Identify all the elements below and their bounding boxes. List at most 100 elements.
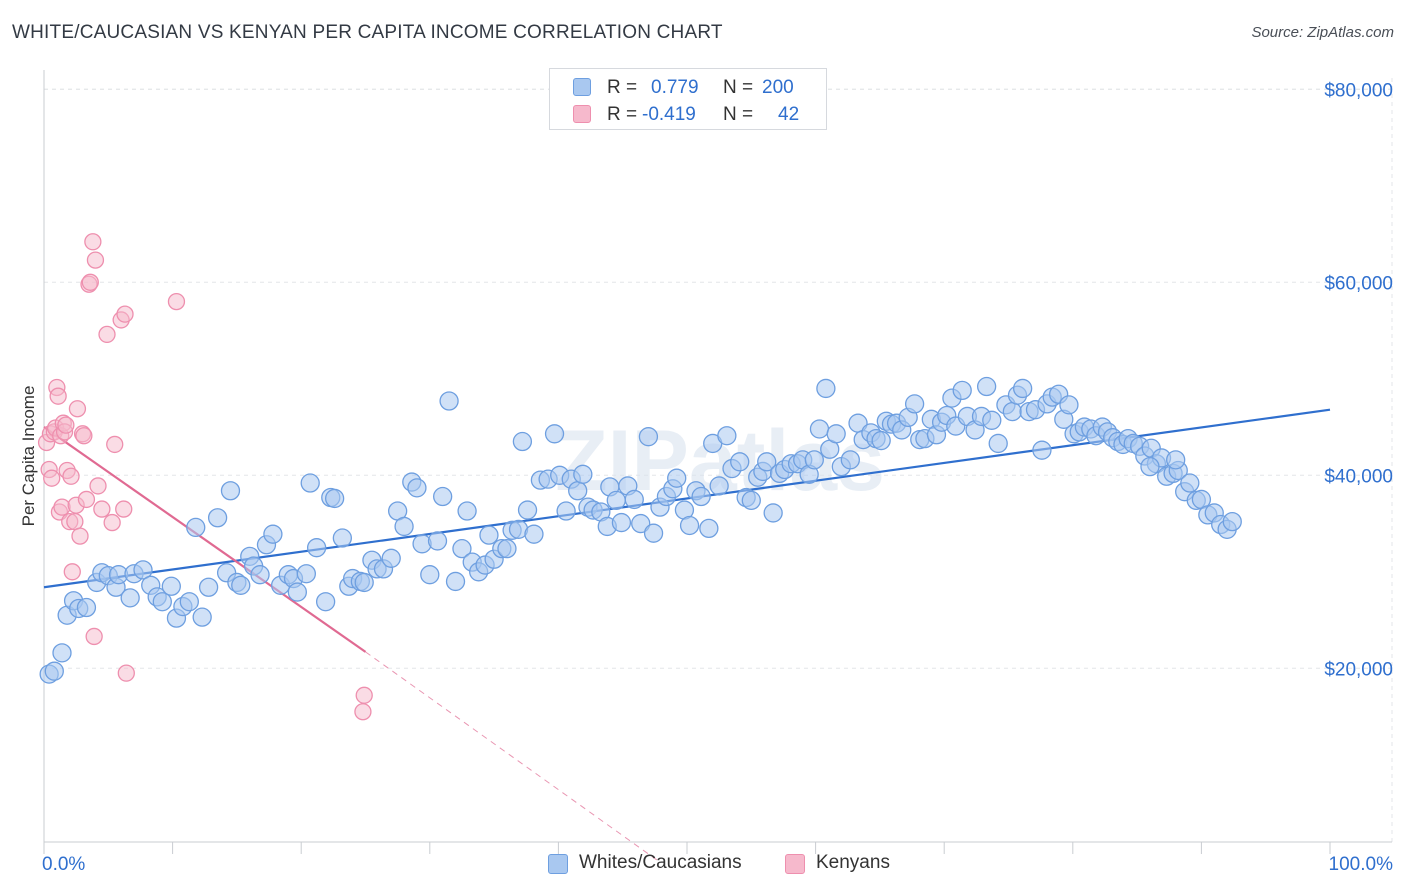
whites-swatch — [573, 78, 591, 96]
source-note: Source: ZipAtlas.com — [1251, 24, 1394, 41]
legend-label: Kenyans — [816, 852, 890, 873]
data-point-whites — [120, 588, 140, 608]
data-point-whites — [611, 512, 632, 533]
data-point-whites — [573, 464, 593, 484]
data-point-whites — [952, 380, 972, 401]
data-point-kenyans — [62, 467, 80, 485]
data-point-whites — [904, 394, 925, 414]
data-point-kenyans — [71, 527, 89, 545]
data-point-whites — [407, 478, 427, 498]
y-axis-title: Per Capita Income — [19, 386, 38, 527]
data-point-whites — [624, 489, 644, 510]
data-point-whites — [606, 490, 626, 511]
series-whites-points — [39, 376, 1242, 684]
data-point-whites — [479, 525, 499, 545]
data-point-kenyans — [68, 400, 87, 418]
x-tick-label: 0.0% — [42, 854, 85, 875]
data-point-whites — [300, 473, 320, 493]
y-tick-label: $80,000 — [1324, 80, 1393, 101]
data-point-kenyans — [43, 469, 61, 487]
data-point-whites — [512, 431, 533, 452]
data-point-whites — [1032, 440, 1052, 460]
data-point-whites — [420, 565, 440, 585]
data-point-whites — [638, 427, 659, 447]
correlation-legend: R = 0.779 N = 200 R = -0.419 N = 42 — [549, 68, 827, 130]
y-tick-label: $60,000 — [1324, 273, 1393, 294]
data-point-kenyans — [85, 627, 103, 646]
data-point-whites — [296, 564, 316, 584]
data-point-whites — [287, 582, 307, 602]
r-label: R = — [607, 104, 638, 125]
data-point-whites — [315, 592, 336, 612]
data-point-whites — [871, 430, 891, 451]
data-point-whites — [263, 524, 283, 544]
data-point-whites — [152, 592, 172, 612]
legend-label: Whites/Caucasians — [579, 852, 742, 873]
data-point-whites — [556, 501, 576, 521]
data-point-whites — [517, 500, 538, 520]
data-point-whites — [179, 592, 199, 612]
data-point-whites — [497, 538, 517, 559]
tick-labels: $20,000 $40,000 $60,000 $80,000 0.0% 100.0% Pe… — [19, 80, 1393, 875]
x-tick-label: 100.0% — [1329, 854, 1394, 875]
legend-row-kenyans: R = -0.419 N = 42 — [550, 101, 826, 127]
data-point-whites — [1059, 395, 1079, 415]
data-point-whites — [1140, 456, 1160, 477]
axes — [43, 70, 1392, 854]
data-point-kenyans — [75, 427, 93, 445]
data-point-kenyans — [77, 490, 96, 509]
data-point-whites — [1166, 450, 1186, 470]
data-point-whites — [976, 376, 997, 397]
data-point-whites — [826, 424, 846, 444]
data-point-kenyans — [89, 477, 107, 495]
data-point-whites — [192, 607, 212, 627]
data-point-kenyans — [66, 512, 84, 531]
kenyans-swatch — [573, 105, 591, 123]
data-point-whites — [982, 410, 1002, 430]
data-point-whites — [207, 508, 228, 528]
data-point-whites — [568, 481, 588, 501]
data-point-whites — [439, 391, 459, 411]
data-point-kenyans — [167, 292, 186, 311]
data-point-whites — [332, 528, 353, 548]
data-point-whites — [631, 513, 651, 534]
data-point-whites — [394, 516, 414, 537]
series-kenyans-points — [37, 233, 373, 721]
data-point-whites — [133, 560, 153, 580]
whites-swatch — [548, 854, 568, 874]
r-value: 0.779 — [651, 77, 699, 98]
y-tick-label: $40,000 — [1324, 466, 1393, 487]
data-point-kenyans — [354, 703, 372, 721]
data-point-whites — [354, 572, 374, 593]
data-point-whites — [730, 452, 750, 472]
chart-title: WHITE/CAUCASIAN VS KENYAN PER CAPITA INC… — [12, 22, 723, 43]
data-point-kenyans — [86, 251, 105, 269]
data-point-whites — [840, 450, 860, 470]
data-point-kenyans — [116, 305, 134, 323]
data-point-whites — [643, 523, 664, 543]
data-point-kenyans — [84, 233, 102, 251]
data-point-whites — [76, 597, 97, 618]
n-value: 200 — [762, 77, 794, 98]
data-point-whites — [763, 503, 783, 523]
data-point-whites — [186, 517, 206, 538]
data-point-whites — [250, 565, 270, 585]
data-point-whites — [1222, 511, 1242, 532]
data-point-kenyans — [355, 686, 373, 704]
trend-line-kenyans-extension — [365, 651, 659, 862]
data-point-whites — [452, 538, 472, 559]
n-label: N = — [723, 104, 754, 125]
data-point-whites — [988, 433, 1008, 454]
trend-line-kenyans — [43, 426, 367, 653]
data-point-whites — [524, 524, 544, 544]
data-point-whites — [699, 518, 719, 539]
data-point-whites — [667, 468, 687, 488]
data-point-kenyans — [53, 498, 71, 516]
data-point-whites — [691, 486, 711, 507]
data-point-kenyans — [81, 273, 99, 291]
data-point-whites — [804, 450, 824, 470]
data-point-whites — [52, 643, 72, 663]
data-point-whites — [381, 548, 401, 568]
data-point-whites — [427, 531, 448, 551]
data-point-kenyans — [117, 664, 135, 682]
